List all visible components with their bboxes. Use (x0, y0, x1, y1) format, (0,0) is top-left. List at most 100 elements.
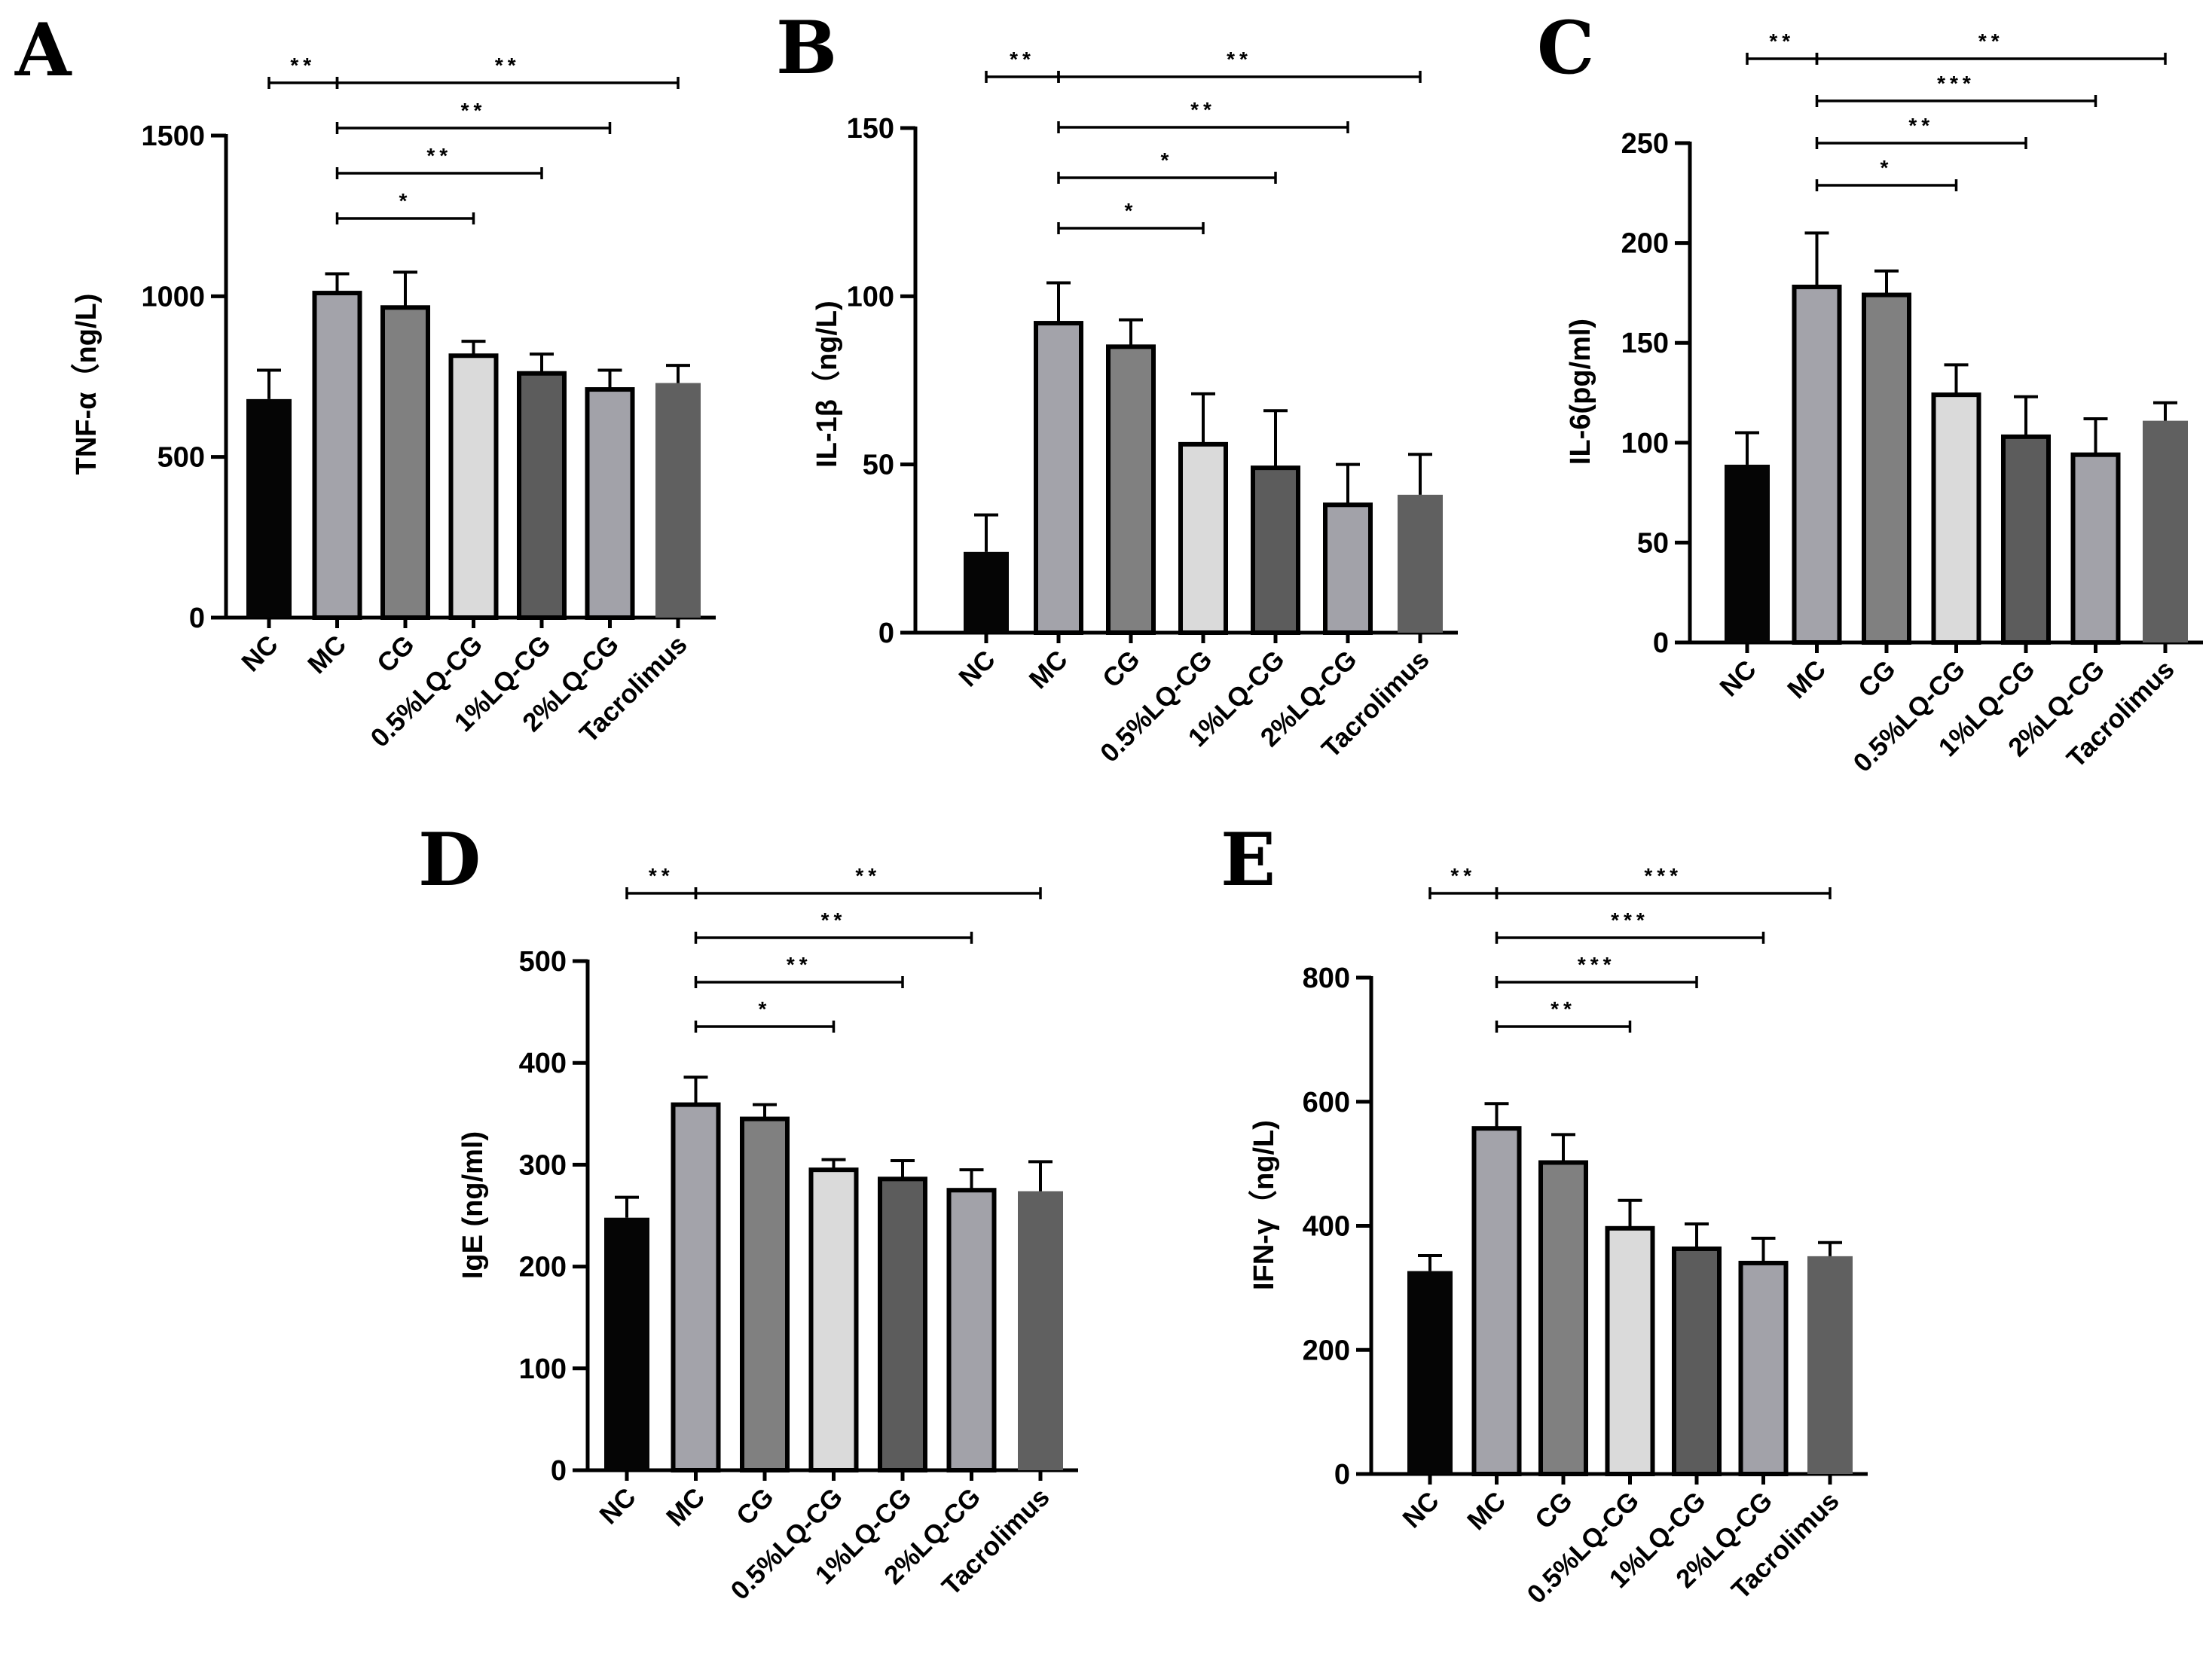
significance-bracket (694, 887, 1042, 899)
y-tick-label: 0 (551, 1455, 567, 1487)
y-tick-label: 100 (1621, 428, 1669, 459)
y-tick-label: 100 (847, 281, 894, 313)
significance-label: ** (855, 864, 881, 887)
significance-label: * (1161, 148, 1174, 172)
y-tick-label: 150 (847, 113, 894, 145)
bar-nc (604, 1217, 649, 1470)
x-tick-label: CG (1097, 645, 1146, 694)
significance-label: ** (649, 864, 674, 887)
x-tick-label: NC (1714, 655, 1761, 702)
significance-bracket (1057, 71, 1422, 83)
bar-2-lq-cg (2070, 452, 2121, 645)
significance-bracket (1815, 53, 2167, 65)
significance-label: *** (1611, 908, 1649, 932)
bar-2-lq-cg (946, 1188, 997, 1472)
bar-2-lq-cg (1323, 502, 1373, 635)
y-tick-label: 100 (519, 1353, 567, 1385)
bar-0-5-lq-cg (448, 353, 499, 620)
bar-cg (1862, 292, 1911, 645)
y-tick-label: 600 (1303, 1087, 1350, 1118)
x-tick-label: CG (1529, 1486, 1578, 1535)
significance-bracket (1057, 121, 1349, 133)
y-tick-label: 1500 (141, 121, 205, 152)
y-tick-label: 800 (1303, 963, 1350, 994)
bar-0-5-lq-cg (1605, 1225, 1655, 1477)
bar-tacrolimus (1018, 1191, 1063, 1470)
bar-mc (1792, 284, 1842, 645)
bar-cg (380, 305, 430, 620)
x-tick-label: MC (1782, 655, 1832, 704)
y-tick-label: 500 (519, 946, 567, 978)
x-tick-label: NC (953, 645, 1001, 692)
bar-tacrolimus (1398, 494, 1443, 633)
significance-label: ** (1010, 47, 1035, 71)
significance-label: ** (1908, 114, 1934, 137)
significance-label: ** (290, 53, 316, 77)
panel-letter: E (1221, 817, 1276, 902)
y-axis-title: IgE (ng/ml) (457, 1131, 489, 1279)
x-tick-label: MC (302, 630, 352, 679)
significance-label: * (1881, 156, 1893, 179)
significance-bracket (335, 122, 612, 134)
significance-bracket (625, 887, 698, 899)
significance-bracket (1057, 172, 1277, 184)
x-tick-label: MC (1462, 1486, 1511, 1536)
bar-cg (1538, 1160, 1588, 1477)
bar-nc (964, 551, 1009, 633)
x-tick-label: NC (236, 630, 283, 677)
bar-mc (1471, 1126, 1522, 1476)
significance-label: ** (1190, 98, 1216, 121)
significance-bracket (1057, 222, 1205, 234)
significance-label: ** (1450, 864, 1476, 887)
bar-tacrolimus (2143, 420, 2188, 642)
y-tick-label: 400 (1303, 1211, 1350, 1243)
y-tick-label: 500 (157, 442, 205, 474)
y-tick-label: 0 (1653, 627, 1669, 659)
panel-letter: C (1537, 5, 1594, 90)
panel-letter: D (418, 817, 481, 902)
bar-cg (1106, 344, 1156, 635)
significance-bracket (1815, 95, 2097, 107)
significance-bracket (335, 77, 680, 89)
significance-bracket (1815, 179, 1958, 191)
panel-letter: B (776, 5, 837, 90)
significance-bracket (1495, 887, 1832, 899)
y-axis-title: IL-1β（ng/L) (811, 301, 843, 468)
bar-1-lq-cg (878, 1176, 927, 1472)
significance-label: * (1125, 199, 1138, 222)
significance-label: ** (426, 144, 452, 167)
significance-bracket (335, 167, 543, 179)
x-tick-label: NC (594, 1482, 641, 1530)
significance-label: ** (1551, 997, 1576, 1021)
y-tick-label: 0 (189, 603, 205, 634)
y-tick-label: 50 (1637, 527, 1669, 559)
bar-0-5-lq-cg (808, 1167, 859, 1473)
bar-nc (1725, 464, 1770, 642)
significance-bracket (1495, 1021, 1632, 1033)
bar-nc (246, 398, 292, 618)
y-tick-label: 200 (1621, 228, 1669, 260)
significance-bracket (985, 71, 1060, 83)
bar-2-lq-cg (1738, 1260, 1789, 1477)
significance-label: ** (1769, 29, 1795, 53)
y-tick-label: 1000 (141, 281, 205, 313)
significance-bracket (1495, 976, 1698, 988)
significance-bracket (1428, 887, 1499, 899)
significance-label: *** (1578, 953, 1616, 976)
y-axis-title: TNF-α（ng/L) (71, 294, 102, 475)
y-tick-label: 0 (1334, 1459, 1350, 1491)
x-tick-label: MC (1024, 645, 1074, 694)
y-tick-label: 300 (519, 1149, 567, 1181)
bar-0-5-lq-cg (1178, 441, 1228, 635)
y-tick-label: 0 (878, 618, 894, 649)
bar-mc (671, 1102, 721, 1472)
y-tick-label: 200 (1303, 1335, 1350, 1366)
significance-label: * (399, 189, 412, 212)
y-tick-label: 50 (863, 450, 894, 481)
significance-label: *** (1644, 864, 1682, 887)
x-tick-label: CG (371, 630, 420, 679)
significance-label: ** (461, 99, 487, 122)
bar-1-lq-cg (517, 371, 567, 620)
